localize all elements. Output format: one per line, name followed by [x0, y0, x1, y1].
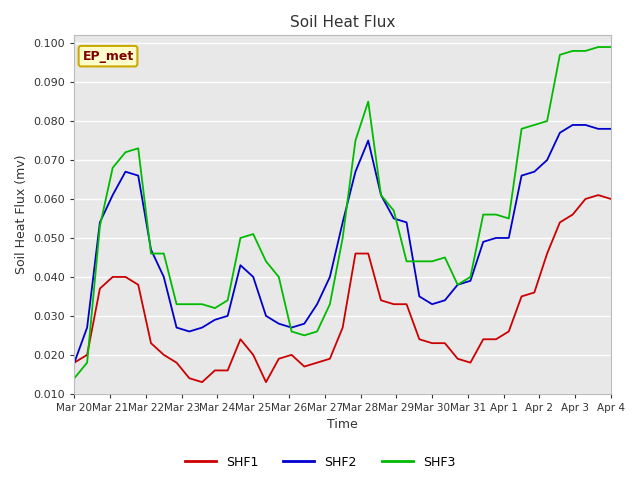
Legend: SHF1, SHF2, SHF3: SHF1, SHF2, SHF3 [180, 451, 460, 474]
Y-axis label: Soil Heat Flux (mv): Soil Heat Flux (mv) [15, 155, 28, 275]
X-axis label: Time: Time [327, 419, 358, 432]
Title: Soil Heat Flux: Soil Heat Flux [290, 15, 396, 30]
Text: EP_met: EP_met [83, 49, 134, 63]
